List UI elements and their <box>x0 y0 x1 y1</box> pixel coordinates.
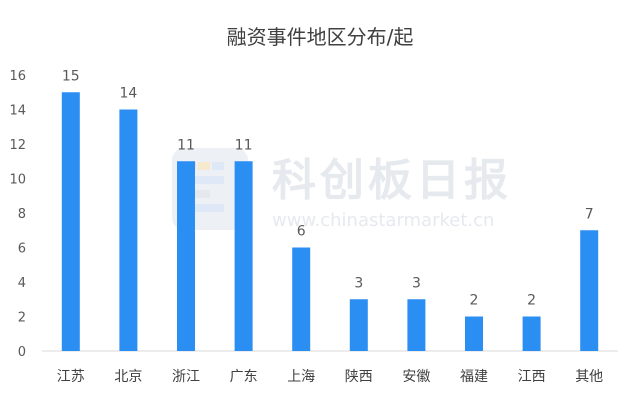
bar <box>234 161 253 351</box>
bar <box>349 299 368 351</box>
y-tick-label: 2 <box>18 311 26 326</box>
y-tick-label: 6 <box>18 242 26 257</box>
data-label: 11 <box>177 137 195 153</box>
chart-title: 融资事件地区分布/起 <box>227 25 414 49</box>
x-tick-label: 安徽 <box>402 369 430 385</box>
watermark: 科创板日报 www.chinastarmarket.cn <box>172 148 512 231</box>
x-axis: 江苏 北京 浙江 广东 上海 陕西 安徽 福建 江西 其他 <box>57 369 603 385</box>
x-tick-label: 浙江 <box>172 369 200 385</box>
x-tick-label: 上海 <box>287 369 315 385</box>
data-labels: 15 14 11 11 6 3 3 2 2 7 <box>62 68 594 308</box>
data-label: 15 <box>62 68 80 84</box>
y-tick-label: 12 <box>9 138 26 153</box>
bar <box>407 299 426 351</box>
data-label: 3 <box>412 275 421 291</box>
watermark-url: www.chinastarmarket.cn <box>272 210 494 231</box>
x-tick-label: 北京 <box>114 369 142 385</box>
data-label: 7 <box>585 206 594 222</box>
y-tick-label: 14 <box>9 104 26 119</box>
data-label: 14 <box>119 86 137 102</box>
data-label: 2 <box>527 293 536 309</box>
bars <box>61 92 599 351</box>
bar <box>580 230 599 351</box>
data-label: 6 <box>297 224 306 240</box>
x-tick-label: 江西 <box>518 369 546 385</box>
data-label: 2 <box>470 293 479 309</box>
y-tick-label: 16 <box>9 69 26 84</box>
y-tick-label: 0 <box>18 345 26 360</box>
bar <box>522 316 541 351</box>
x-tick-label: 广东 <box>230 369 258 385</box>
data-label: 3 <box>354 275 363 291</box>
bar <box>119 109 138 351</box>
y-tick-label: 4 <box>18 276 26 291</box>
x-tick-label: 江苏 <box>57 369 85 385</box>
x-tick-label: 陕西 <box>345 369 373 385</box>
data-label: 11 <box>235 137 253 153</box>
bar <box>292 247 311 351</box>
x-tick-label: 其他 <box>575 369 603 385</box>
x-tick-label: 福建 <box>460 369 488 385</box>
bar <box>177 161 195 351</box>
bar <box>61 92 80 351</box>
y-axis: 0 2 4 6 8 10 12 14 16 <box>9 69 26 360</box>
watermark-brand: 科创板日报 <box>272 155 512 206</box>
y-tick-label: 10 <box>9 173 26 188</box>
bar <box>465 316 483 351</box>
y-tick-label: 8 <box>18 207 26 222</box>
